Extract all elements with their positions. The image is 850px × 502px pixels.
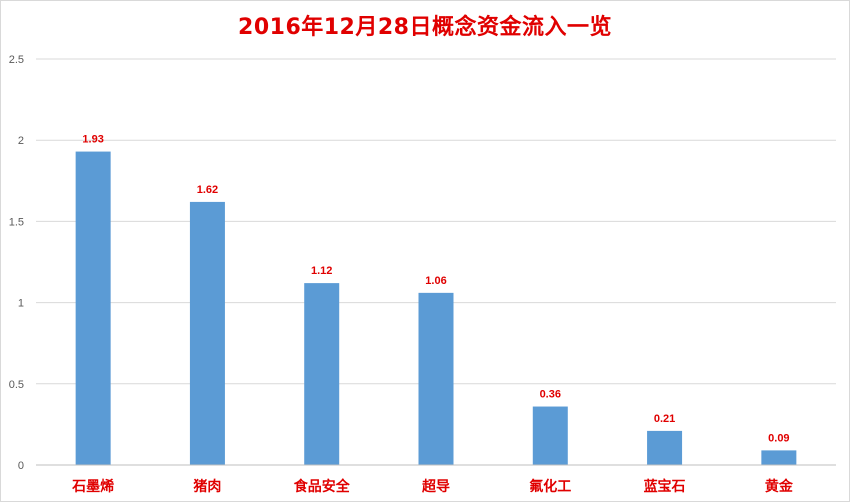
- y-axis-ticks: 0 0.5 1 1.5 2 2.5: [9, 54, 24, 472]
- x-tick-label: 食品安全: [294, 478, 351, 495]
- data-label: 0.21: [654, 413, 675, 425]
- x-tick-label: 黄金: [765, 478, 794, 495]
- x-tick-label: 蓝宝石: [644, 478, 686, 495]
- y-tick-label: 1.5: [9, 216, 24, 228]
- data-label: 1.06: [425, 275, 446, 287]
- data-label: 1.12: [311, 265, 332, 277]
- bar: [647, 430, 683, 465]
- x-tick-label: 氟化工: [529, 478, 571, 495]
- x-tick-label: 超导: [421, 478, 450, 495]
- y-tick-label: 2: [18, 135, 24, 147]
- bar: [304, 283, 340, 465]
- x-tick-label: 猪肉: [192, 478, 221, 495]
- bar: [75, 151, 111, 465]
- x-tick-label: 石墨烯: [71, 478, 114, 495]
- data-labels: 1.93 1.62 1.12 1.06 0.36 0.21 0.09: [82, 134, 789, 445]
- y-tick-label: 2.5: [9, 54, 24, 66]
- y-tick-label: 0: [18, 460, 24, 472]
- chart-title: 2016年12月28日概念资金流入一览: [238, 15, 612, 40]
- bar: [761, 450, 797, 465]
- bar: [418, 292, 454, 465]
- bars: [75, 151, 797, 466]
- y-tick-label: 0.5: [9, 379, 24, 391]
- data-label: 0.36: [540, 389, 561, 401]
- category-labels: 石墨烯 猪肉 食品安全 超导 氟化工 蓝宝石 黄金: [71, 478, 794, 495]
- data-label: 1.93: [82, 134, 103, 146]
- bar: [532, 406, 568, 465]
- data-label: 0.09: [768, 432, 789, 444]
- data-label: 1.62: [197, 184, 218, 196]
- bar: [189, 201, 225, 466]
- y-tick-label: 1: [18, 298, 24, 310]
